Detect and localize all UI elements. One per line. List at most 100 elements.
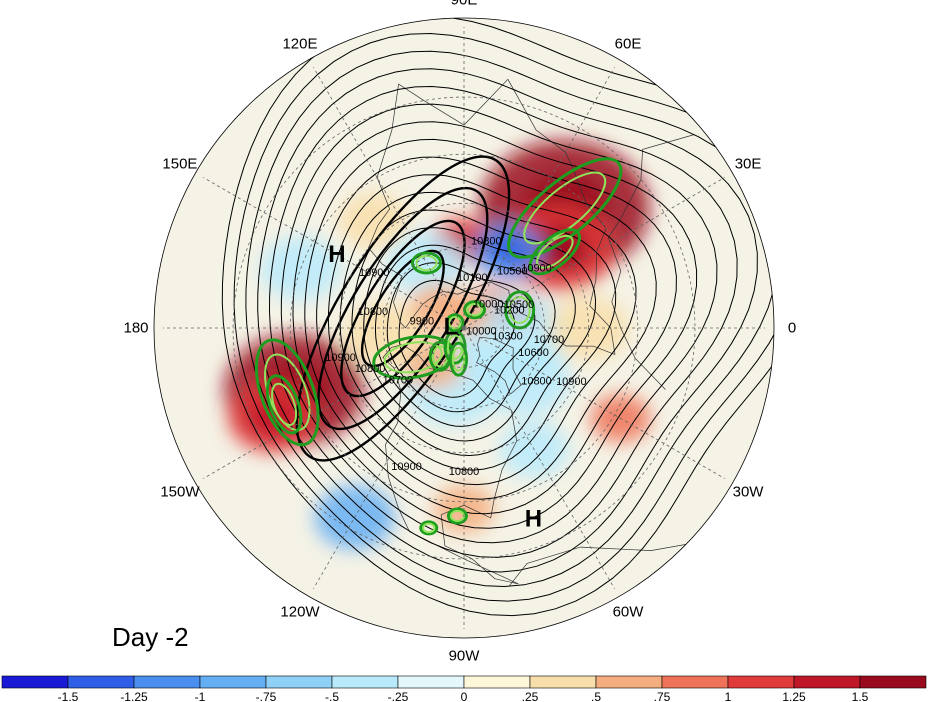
height-contour [292,121,698,529]
contour-label: 9900 [410,315,434,327]
green-contour-inner-13 [466,303,483,317]
colorbar-swatch [529,675,597,689]
colorbar-tick-label: -.75 [256,690,277,702]
meridian [463,67,615,329]
green-contour-outer-0 [507,157,623,259]
colorbar-tick-label: -1 [195,690,206,702]
longitude-label: 150W [160,484,200,501]
lat-circle [423,287,505,369]
contour-label: 10300 [492,331,523,343]
green-highlight-contours [254,157,623,536]
meridian [203,327,465,479]
contour-label: 10100 [457,272,488,284]
height-contour [398,279,516,398]
jet-streak-contours [295,155,511,462]
height-contour [375,244,556,427]
height-contour [316,156,657,500]
height-contour [245,50,774,588]
colorbar-swatch [265,675,333,689]
colorbar-tick-label: .25 [522,690,539,702]
longitude-label: 30E [735,156,762,173]
colorbar-tick-label: 1.5 [852,690,869,702]
high-pressure-label: H [525,505,542,532]
colorbar: -1.5 -1.25 -1 -.75 -.5 -.25 0 .25 .5 .75 1 1.25 1.5 [1,675,927,702]
colorbar-swatch [727,675,795,689]
colorbar-tick-label: .75 [654,690,671,702]
green-contour-inner-1 [536,234,574,269]
colorbar-tick-label: -.5 [325,690,339,702]
colorbar-tick-label: -.25 [388,690,409,702]
meridian [463,327,615,589]
colorbar-swatch [1,675,69,689]
green-contour-outer-8 [449,341,469,377]
lat-lon-grid [163,27,765,629]
contour-label: 10900 [359,267,390,279]
map-boundary [153,17,775,639]
contour-labels: 1080010500109001010010500102001090010800… [325,236,586,478]
colorbar-swatch [859,675,927,689]
height-contour [363,227,576,442]
longitude-labels: 90E 60E 120E 30E 150E 0 180 30W 150W 60W 120W 90W [123,0,796,665]
contour-label: 10800 [471,236,502,248]
longitude-label: 60W [613,604,645,621]
meridian [203,177,465,329]
colorbar-swatch [199,675,267,689]
height-contour [221,18,774,617]
lat-circle [289,153,639,503]
contour-label: 10800 [449,466,480,478]
contour-label: 10600 [518,347,549,359]
contour-label: 10800 [521,376,552,388]
green-contour-inner-11 [421,522,436,534]
meridian [313,67,465,329]
meridian [463,177,725,329]
coastline-3 [608,134,695,390]
colorbar-tick-label: 0 [461,690,468,702]
colorbar-tick-label: -1.25 [120,690,148,702]
green-contour-outer-9 [410,251,442,275]
colorbar-swatch [67,675,135,689]
contour-label: 10900 [521,262,552,274]
green-contour-inner-5 [508,295,531,324]
contour-label: 10800 [355,363,386,375]
height-contour [257,68,758,573]
contour-label: 10000 [473,299,504,311]
longitude-label: 120E [282,35,317,52]
longitude-label: 150E [162,156,197,173]
jet-contour [317,186,489,431]
green-contour-outer-10 [446,507,468,525]
colorbar-swatch [661,675,729,689]
colorbar-tick-label: 1.25 [782,690,806,702]
green-contour-outer-13 [463,300,487,320]
low-pressure-label: L [444,313,459,340]
colorbar-tick-label: .5 [591,690,601,702]
colorbar-tick-label: 1 [725,690,732,702]
lat-circle [338,202,590,454]
longitude-label: 120W [280,604,320,621]
meridian [463,327,725,479]
longitude-label: 60E [615,35,642,52]
green-contour-inner-0 [523,171,607,245]
green-contour-outer-12 [445,313,465,333]
panel-label: Day -2 [112,622,189,652]
green-contour-inner-3 [271,382,298,426]
colorbar-swatch [331,675,399,689]
height-contour [268,85,738,558]
colorbar-swatch [133,675,201,689]
longitude-label: 90E [451,0,478,9]
jet-contour [295,155,511,462]
high-pressure-label: H [328,241,345,268]
map-disk [154,18,774,638]
colorbar-swatch [463,675,531,689]
anomaly-blob-16 [338,192,409,249]
height-contour [280,103,718,544]
longitude-label: 90W [449,648,481,665]
green-contour-inner-9 [415,254,438,272]
contour-label: 10700 [534,334,565,346]
green-contour-outer-2 [254,338,320,447]
contour-label: 10900 [325,352,356,364]
colorbar-swatch [397,675,465,689]
jet-contour [360,249,445,368]
coastline-4 [509,538,716,586]
meridian [313,327,465,589]
